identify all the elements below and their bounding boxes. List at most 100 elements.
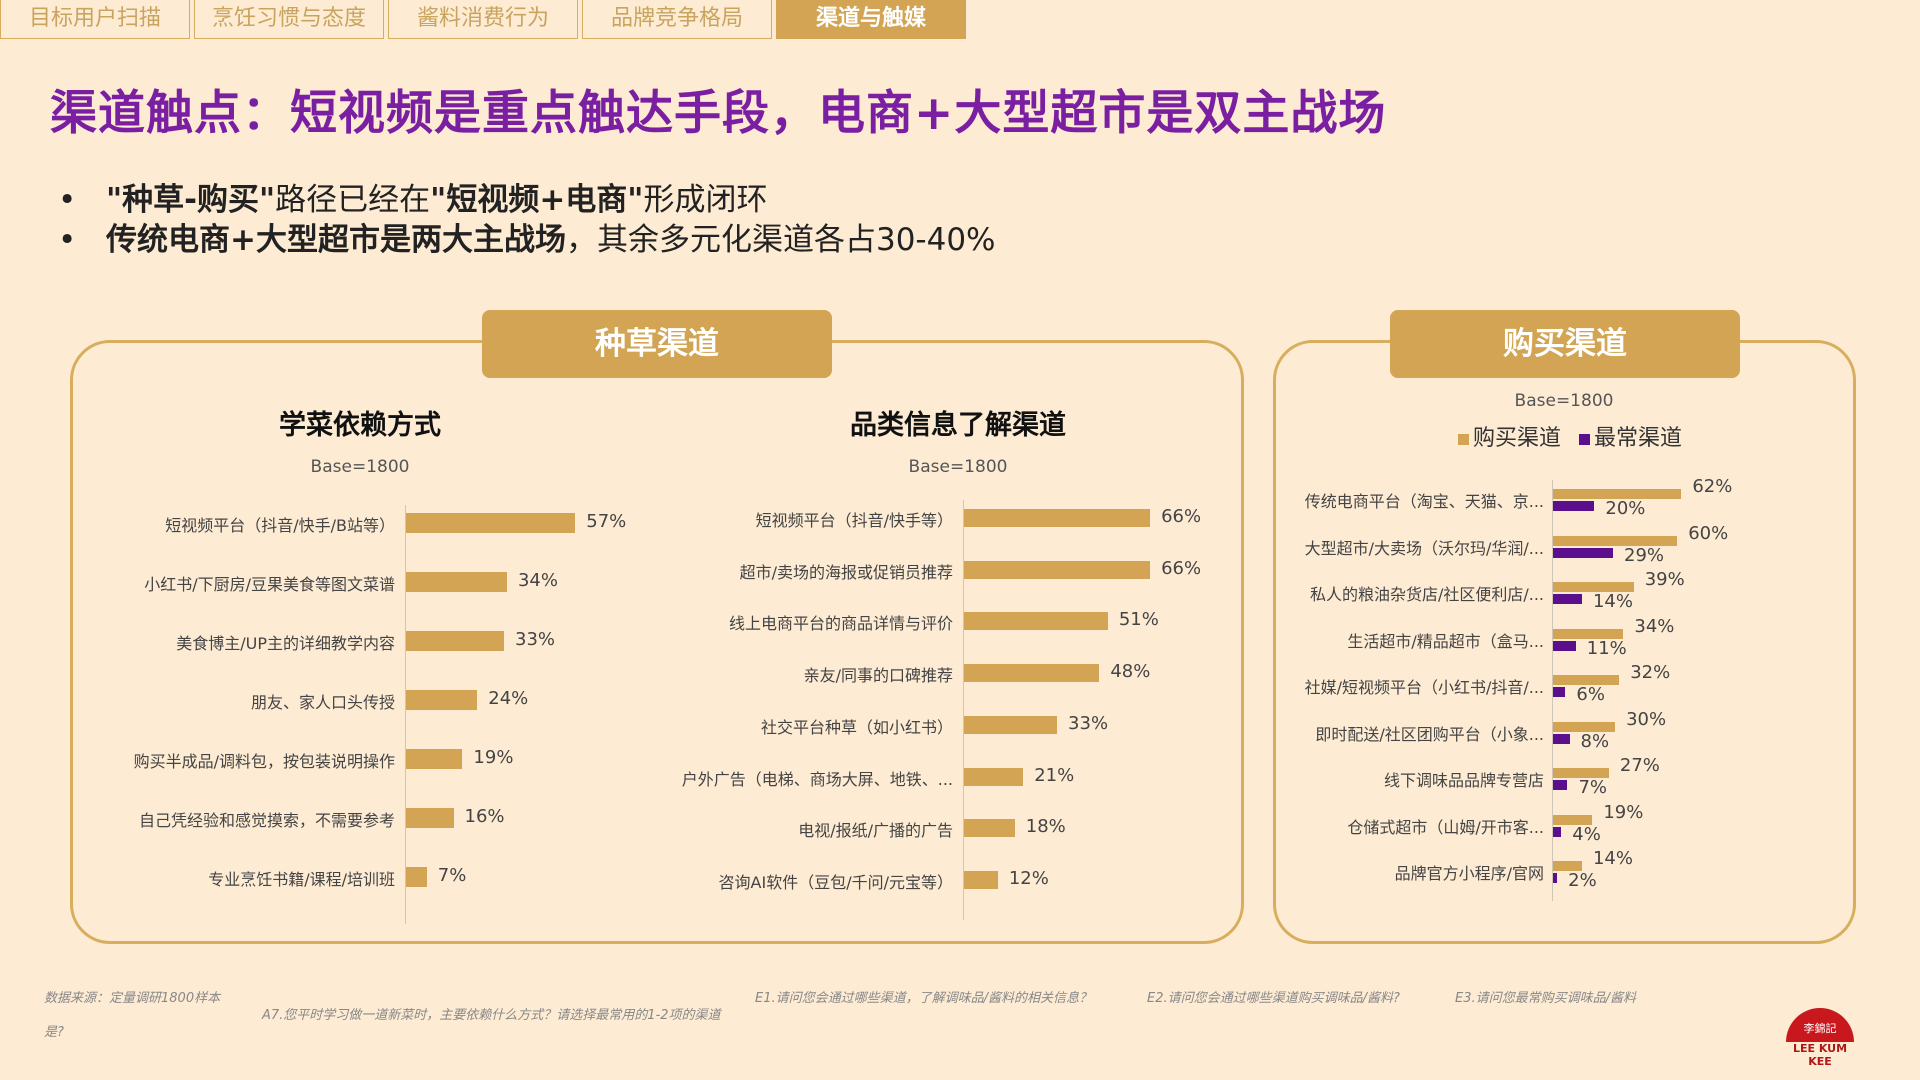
data-label-purchase: 19% <box>1603 801 1644 823</box>
bar-purchase <box>1553 861 1582 871</box>
bar-purchase <box>1553 489 1682 499</box>
bar <box>964 870 998 889</box>
svg-text:李錦記: 李錦記 <box>1804 1021 1837 1035</box>
category-label: 朋友、家人口头传授 <box>250 693 395 712</box>
data-label-purchase: 32% <box>1630 662 1671 683</box>
data-label: 16% <box>464 806 505 827</box>
data-label-most-frequent: 14% <box>1592 591 1633 612</box>
data-label: 21% <box>1034 764 1075 786</box>
bar <box>406 513 576 533</box>
data-label-purchase: 60% <box>1688 522 1729 544</box>
bar <box>964 819 1015 838</box>
data-label: 33% <box>1068 712 1109 734</box>
tab-sauce-consumption[interactable]: 酱料消费行为 <box>388 0 578 39</box>
bar-most-frequent <box>1553 780 1568 790</box>
bar <box>406 808 454 828</box>
data-label: 33% <box>515 629 556 650</box>
category-label: 线上电商平台的商品详情与评价 <box>728 614 953 634</box>
data-label: 24% <box>488 688 529 709</box>
bar-most-frequent <box>1553 873 1558 883</box>
footnote-a7: A7.您平时学习做一道新菜时，主要依赖什么方式？请选择最常用的1-2项的渠道是? <box>44 1008 721 1040</box>
data-label: 66% <box>1161 506 1202 527</box>
category-label: 专业烹饪书籍/课程/培训班 <box>208 870 395 889</box>
category-label: 自己凭经验和感觉摸索，不需要参考 <box>138 811 395 830</box>
page-title: 渠道触点：短视频是重点触达手段，电商+大型超市是双主战场 <box>50 86 1387 141</box>
tab-cooking-habits[interactable]: 烹饪习惯与态度 <box>194 0 384 39</box>
bar <box>406 631 504 651</box>
key-findings: "种草-购买"路径已经在"短视频+电商"形成闭环 传统电商+大型超市是两大主战场… <box>58 180 996 260</box>
logo-english: LEE KUM KEE <box>1792 1042 1848 1068</box>
purchase-channels-badge: 购买渠道 <box>1390 310 1740 378</box>
category-label: 购买半成品/调料包，按包装说明操作 <box>133 752 395 771</box>
data-label: 57% <box>586 511 627 532</box>
category-label: 线下调味品品牌专营店 <box>1383 771 1544 790</box>
bar-purchase <box>1553 768 1609 778</box>
category-label: 传统电商平台（淘宝、天猫、京... <box>1304 492 1544 511</box>
bar-purchase <box>1553 535 1678 546</box>
bar <box>406 749 463 769</box>
data-label-purchase: 27% <box>1619 755 1660 776</box>
bar-purchase <box>1553 675 1620 685</box>
footnote-source: 数据来源：定量调研1800样本 <box>44 991 221 1006</box>
bar <box>964 664 1100 683</box>
tab-target-users[interactable]: 目标用户扫描 <box>0 0 190 39</box>
bar-most-frequent <box>1553 501 1595 511</box>
bar <box>964 612 1108 631</box>
category-label: 大型超市/大卖场（沃尔玛/华润/... <box>1304 538 1544 558</box>
chart-info-title: 品类信息了解渠道 <box>850 410 1066 441</box>
data-label-most-frequent: 4% <box>1572 823 1601 845</box>
data-label-purchase: 62% <box>1692 476 1733 497</box>
footnote-e1: E1.请问您会通过哪些渠道，了解调味品/酱料的相关信息？ <box>755 991 1092 1006</box>
chart-purchase-base: Base=1800 <box>1514 391 1614 411</box>
category-label: 户外广告（电梯、商场大屏、地铁、... <box>681 769 953 789</box>
category-label: 生活超市/精品超市（盒马... <box>1347 631 1544 651</box>
chart-axis <box>405 505 406 924</box>
lee-kum-kee-logo: 李錦記 <box>1786 1008 1854 1042</box>
bar-most-frequent <box>1553 733 1570 744</box>
bar-purchase <box>1553 721 1616 732</box>
category-label: 短视频平台（抖音/快手/B站等） <box>165 516 395 535</box>
finding-1: "种草-购买"路径已经在"短视频+电商"形成闭环 <box>58 180 996 220</box>
bar-most-frequent <box>1553 687 1566 697</box>
data-label-most-frequent: 6% <box>1576 684 1605 705</box>
data-label: 12% <box>1008 867 1049 889</box>
category-label: 咨询AI软件（豆包/千问/元宝等） <box>718 872 953 892</box>
legend-swatch-purchase <box>1458 433 1469 445</box>
data-label-most-frequent: 11% <box>1586 637 1627 659</box>
bar-most-frequent <box>1553 826 1562 837</box>
data-label: 66% <box>1161 557 1202 579</box>
chart-purchase-legend: 购买渠道 最常渠道 <box>1458 420 1682 452</box>
data-label-purchase: 30% <box>1626 708 1667 730</box>
category-label: 社媒/短视频平台（小红书/抖音/... <box>1304 678 1544 697</box>
section-tabs: 目标用户扫描 烹饪习惯与态度 酱料消费行为 品牌竞争格局 渠道与触媒 <box>0 0 970 41</box>
bar <box>964 509 1151 527</box>
legend-item-most: 最常渠道 <box>1579 420 1682 452</box>
category-label: 社交平台种草（如小红书） <box>760 717 953 737</box>
category-label: 私人的粮油杂货店/社区便利店/... <box>1309 585 1544 604</box>
legend-item-purchase: 购买渠道 <box>1458 420 1561 452</box>
data-label-most-frequent: 2% <box>1568 870 1597 891</box>
bar-purchase <box>1553 628 1624 639</box>
category-label: 亲友/同事的口碑推荐 <box>803 666 953 686</box>
bar <box>964 715 1058 734</box>
footnote-e3: E3.请问您最常购买调味品/酱料 <box>1455 991 1636 1006</box>
bar-most-frequent <box>1553 594 1582 604</box>
category-label: 品牌官方小程序/官网 <box>1394 864 1544 883</box>
bar-purchase <box>1553 814 1593 825</box>
data-label-purchase: 39% <box>1644 569 1685 590</box>
bar <box>406 867 427 887</box>
data-label: 48% <box>1110 661 1151 683</box>
bar-most-frequent <box>1553 640 1576 651</box>
chart-info-base: Base=1800 <box>908 457 1008 477</box>
tab-channels-media[interactable]: 渠道与触媒 <box>776 0 966 39</box>
chart-learning-base: Base=1800 <box>310 457 410 477</box>
bar <box>406 690 478 710</box>
data-label-most-frequent: 7% <box>1578 777 1608 798</box>
category-label: 短视频平台（抖音/快手等） <box>755 511 953 530</box>
data-label: 34% <box>517 570 558 591</box>
seeding-channels-badge: 种草渠道 <box>482 310 832 378</box>
data-label-purchase: 34% <box>1634 615 1675 637</box>
tab-brand-competition[interactable]: 品牌竞争格局 <box>582 0 772 39</box>
legend-swatch-most <box>1579 433 1591 445</box>
data-label-most-frequent: 29% <box>1624 544 1665 566</box>
